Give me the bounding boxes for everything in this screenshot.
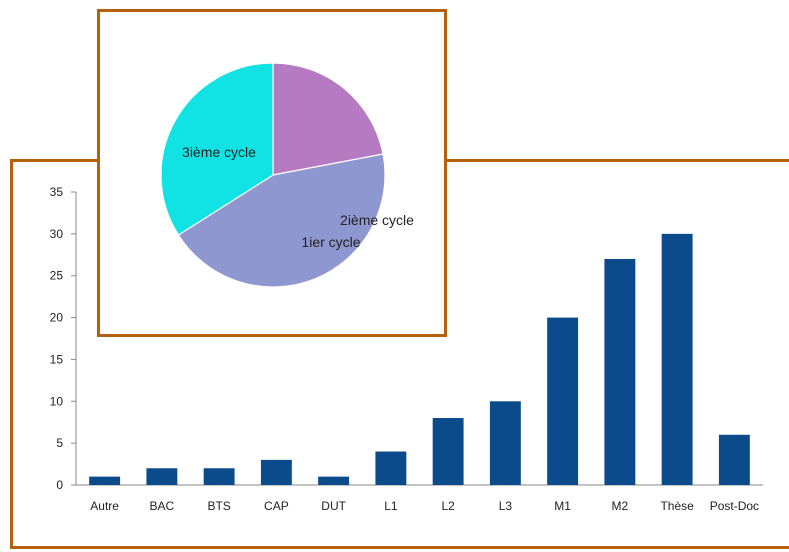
bar-m1 <box>547 317 579 485</box>
y-tick-label: 10 <box>50 394 64 408</box>
x-tick-label: L2 <box>441 499 455 513</box>
x-tick-label: BAC <box>150 499 175 513</box>
pie-chart-panel: 1ier cycle 2ième cycle 3ième cycle <box>97 9 447 337</box>
pie-slice-3 <box>160 62 274 236</box>
bar-bac <box>146 468 178 485</box>
bar-chart: 0 5 10 15 20 25 30 35 Autre BAC BTS CAP DUT L1 L2 L3 M1 M… <box>50 185 763 513</box>
x-tick-label: L1 <box>384 499 398 513</box>
pie-chart: 1ier cycle 2ième cycle 3ième cycle <box>160 62 414 288</box>
pie-slice-1 <box>272 62 384 176</box>
bar-l2 <box>432 418 464 485</box>
x-tick-label: CAP <box>264 499 289 513</box>
x-tick-label: BTS <box>207 499 230 513</box>
bar-autre <box>89 476 121 485</box>
y-tick-label: 0 <box>56 478 63 492</box>
bar-post-doc <box>718 434 750 485</box>
x-tick-label: DUT <box>321 499 346 513</box>
bar-bts <box>203 468 235 485</box>
x-tick-label: M1 <box>554 499 571 513</box>
x-tick-label: L3 <box>499 499 513 513</box>
x-tick-label: Thèse <box>660 499 694 513</box>
pie-slice-label: 2ième cycle <box>340 212 414 228</box>
bar-m2 <box>604 258 636 485</box>
y-tick-label: 25 <box>50 269 64 283</box>
bar-l1 <box>375 451 407 485</box>
y-tick-label: 35 <box>50 185 64 199</box>
y-tick-label: 15 <box>50 352 64 366</box>
y-tick-label: 20 <box>50 311 64 325</box>
pie-slice-2 <box>177 153 386 288</box>
bar-l3 <box>489 401 521 485</box>
y-tick-label: 5 <box>56 436 63 450</box>
x-tick-label: Autre <box>90 499 119 513</box>
bar-cap <box>260 459 292 485</box>
pie-slice-label: 1ier cycle <box>301 234 360 250</box>
bar-dut <box>318 476 350 485</box>
bar-th-se <box>661 233 693 485</box>
x-tick-label: M2 <box>612 499 629 513</box>
y-tick-label: 30 <box>50 227 64 241</box>
pie-slice-label: 3ième cycle <box>182 144 256 160</box>
x-tick-label: Post-Doc <box>710 499 759 513</box>
